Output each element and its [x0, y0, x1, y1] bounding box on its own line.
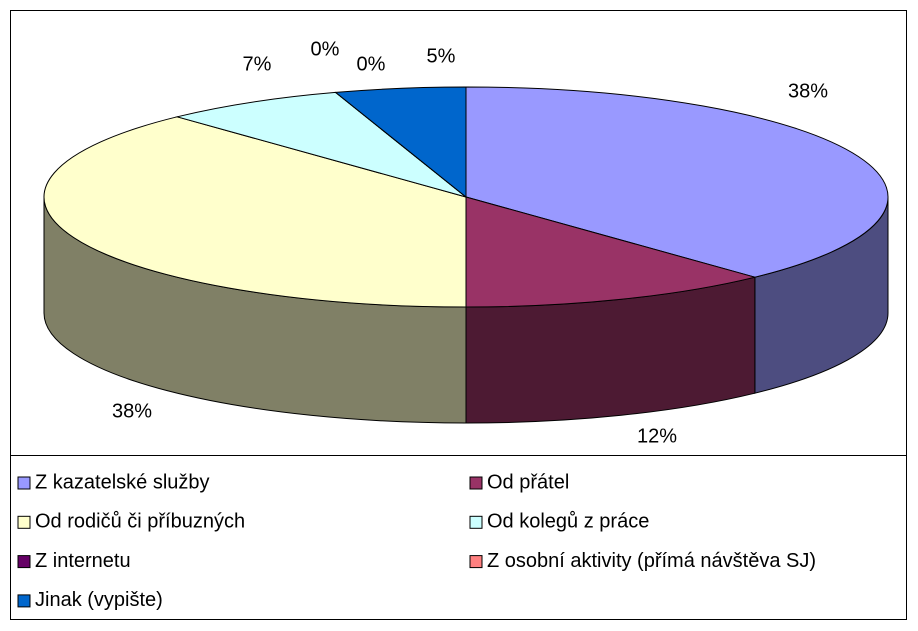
legend-swatch: [469, 515, 483, 529]
data-label: 0%: [311, 38, 340, 60]
legend-swatch: [17, 555, 31, 569]
legend-label: Z internetu: [35, 550, 131, 572]
legend-label: Z osobní aktivity (přímá návštěva SJ): [487, 550, 816, 572]
legend-swatch: [17, 515, 31, 529]
legend-swatch: [469, 476, 483, 490]
data-label: 38%: [112, 400, 152, 422]
data-label: 12%: [637, 425, 677, 447]
legend-label: Od kolegů z práce: [487, 511, 649, 533]
legend-label: Jinak (vypište): [35, 589, 163, 611]
legend-swatch: [17, 476, 31, 490]
data-label: 0%: [357, 53, 386, 75]
data-label: 5%: [427, 45, 456, 67]
slice: [334, 86, 467, 199]
slice: [43, 116, 467, 308]
legend-label: Z kazatelské služby: [35, 471, 210, 493]
data-label: 7%: [243, 53, 272, 75]
legend-label: Od přátel: [487, 471, 569, 493]
slice: [465, 86, 889, 278]
slice: [175, 91, 467, 198]
legend-swatch: [17, 594, 31, 608]
data-label: 38%: [788, 80, 828, 102]
legend-label: Od rodičů či příbuzných: [35, 511, 245, 533]
legend-swatch: [469, 555, 483, 569]
slice: [465, 196, 757, 308]
